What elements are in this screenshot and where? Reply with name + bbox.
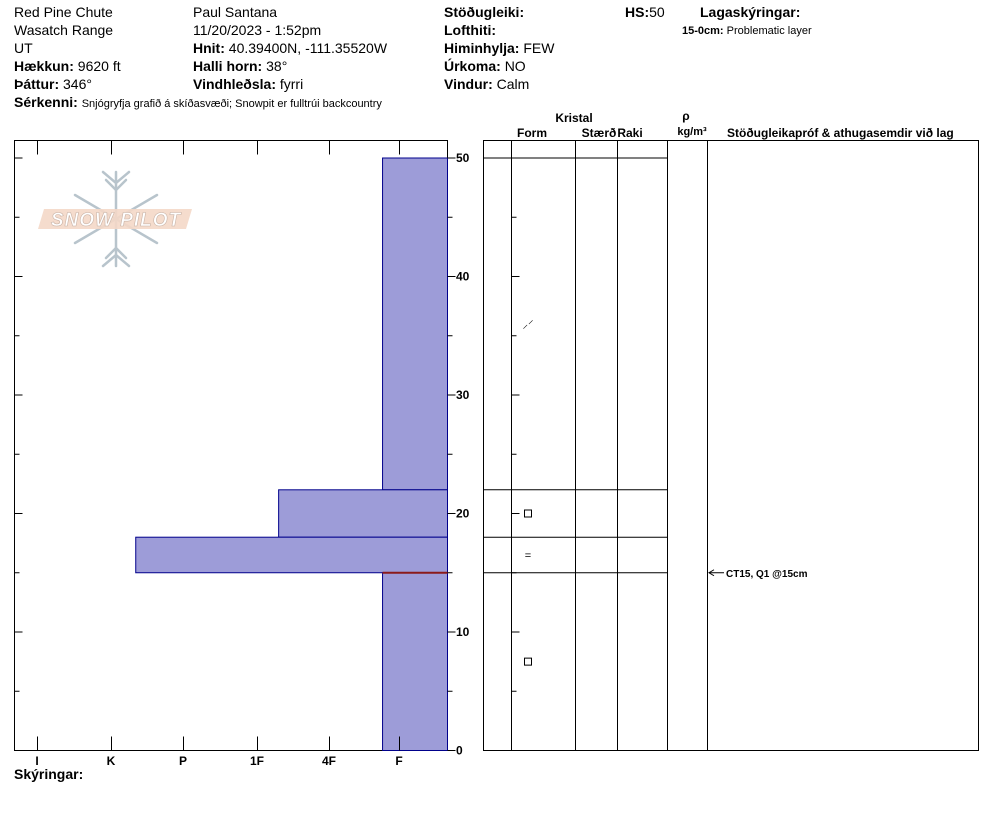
col-moisture: Raki <box>617 126 642 140</box>
depth-label-30: 30 <box>456 388 470 402</box>
test-text-0: CT15, Q1 @15cm <box>726 569 808 580</box>
layer-bars <box>135 157 449 751</box>
sky-cover: Himinhylja: FEW <box>444 40 555 56</box>
hardness-label-0: I <box>35 754 38 768</box>
stability: Stöðugleiki: <box>444 4 525 20</box>
grain-form-3 <box>524 657 532 666</box>
table-layer-lines <box>483 157 668 574</box>
col-density-unit: kg/m³ <box>677 126 707 138</box>
depth-label-40: 40 <box>456 270 470 284</box>
depth-label-10: 10 <box>456 625 470 639</box>
col-size: Stærð <box>582 126 617 140</box>
col-tests: Stöðugleikapróf & athugasemdir við lag <box>727 126 954 140</box>
state-name: UT <box>14 40 33 56</box>
test-arrow-0 <box>708 569 715 577</box>
header-middle: Paul Santana 11/20/2023 - 1:52pm Hnit: 4… <box>193 3 387 93</box>
col-rho: ρ <box>682 109 689 123</box>
snowpilot-logo: SNOW PILOT <box>38 170 192 268</box>
hardness-label-1: K <box>107 754 116 768</box>
logo-text: SNOW PILOT <box>51 210 182 231</box>
features: Sérkenni: Snjógryfja grafið á skíðasvæði… <box>14 94 382 110</box>
hardness-axis: I K P 1F 4F F <box>35 140 403 768</box>
stability-tests: CT15, Q1 @15cm <box>708 569 808 580</box>
layer-notes-label: Lagaskýringar: <box>700 4 801 20</box>
elevation: Hækkun: 9620 ft <box>14 58 121 74</box>
wind: Vindur: Calm <box>444 76 530 92</box>
aspect: Þáttur: 346° <box>14 76 92 92</box>
depth-axis: 0 10 20 30 40 50 <box>14 151 470 758</box>
observer-name: Paul Santana <box>193 4 278 20</box>
notes-label: Skýringar: <box>14 766 84 782</box>
hardness-label-4: 4F <box>322 754 336 768</box>
hardness-label-2: P <box>179 754 187 768</box>
depth-label-0: 0 <box>456 744 463 758</box>
grain-form-1 <box>524 509 532 518</box>
layer-bar-2 <box>135 536 449 574</box>
grain-form-0: ⸝⸍ <box>523 319 534 331</box>
range-name: Wasatch Range <box>14 22 114 38</box>
grain-forms: ⸝⸍ = <box>523 319 534 666</box>
layer-bar-3 <box>382 572 448 751</box>
grain-form-2: = <box>525 550 531 562</box>
precipitation: Úrkoma: NO <box>444 58 526 74</box>
depth-label-20: 20 <box>456 507 470 521</box>
header-left: Red Pine Chute Wasatch Range UT Hækkun: … <box>14 3 121 93</box>
hardness-label-5: F <box>395 754 402 768</box>
observation-datetime: 11/20/2023 - 1:52pm <box>193 22 322 38</box>
location-name: Red Pine Chute <box>14 4 113 20</box>
coordinates: Hnit: 40.39400N, -111.35520W <box>193 40 388 56</box>
layer-bar-1 <box>278 489 448 538</box>
layer-table <box>483 140 979 751</box>
wind-loading: Vindhleðsla: fyrri <box>193 76 304 92</box>
header-conditions: Stöðugleiki: Lofthiti: Himinhylja: FEW Ú… <box>444 3 554 93</box>
layer-bar-0 <box>382 157 448 491</box>
layer-note: 15-0cm: Problematic layer <box>682 25 812 37</box>
snow-height: HS:50 <box>625 4 665 20</box>
hardness-label-3: 1F <box>250 754 264 768</box>
table-depth-ticks <box>511 157 520 751</box>
col-crystal: Kristal <box>555 111 592 125</box>
depth-label-50: 50 <box>456 151 470 165</box>
air-temp: Lofthiti: <box>444 22 497 38</box>
slope-angle: Halli horn: 38° <box>193 58 288 74</box>
col-form: Form <box>517 126 547 140</box>
